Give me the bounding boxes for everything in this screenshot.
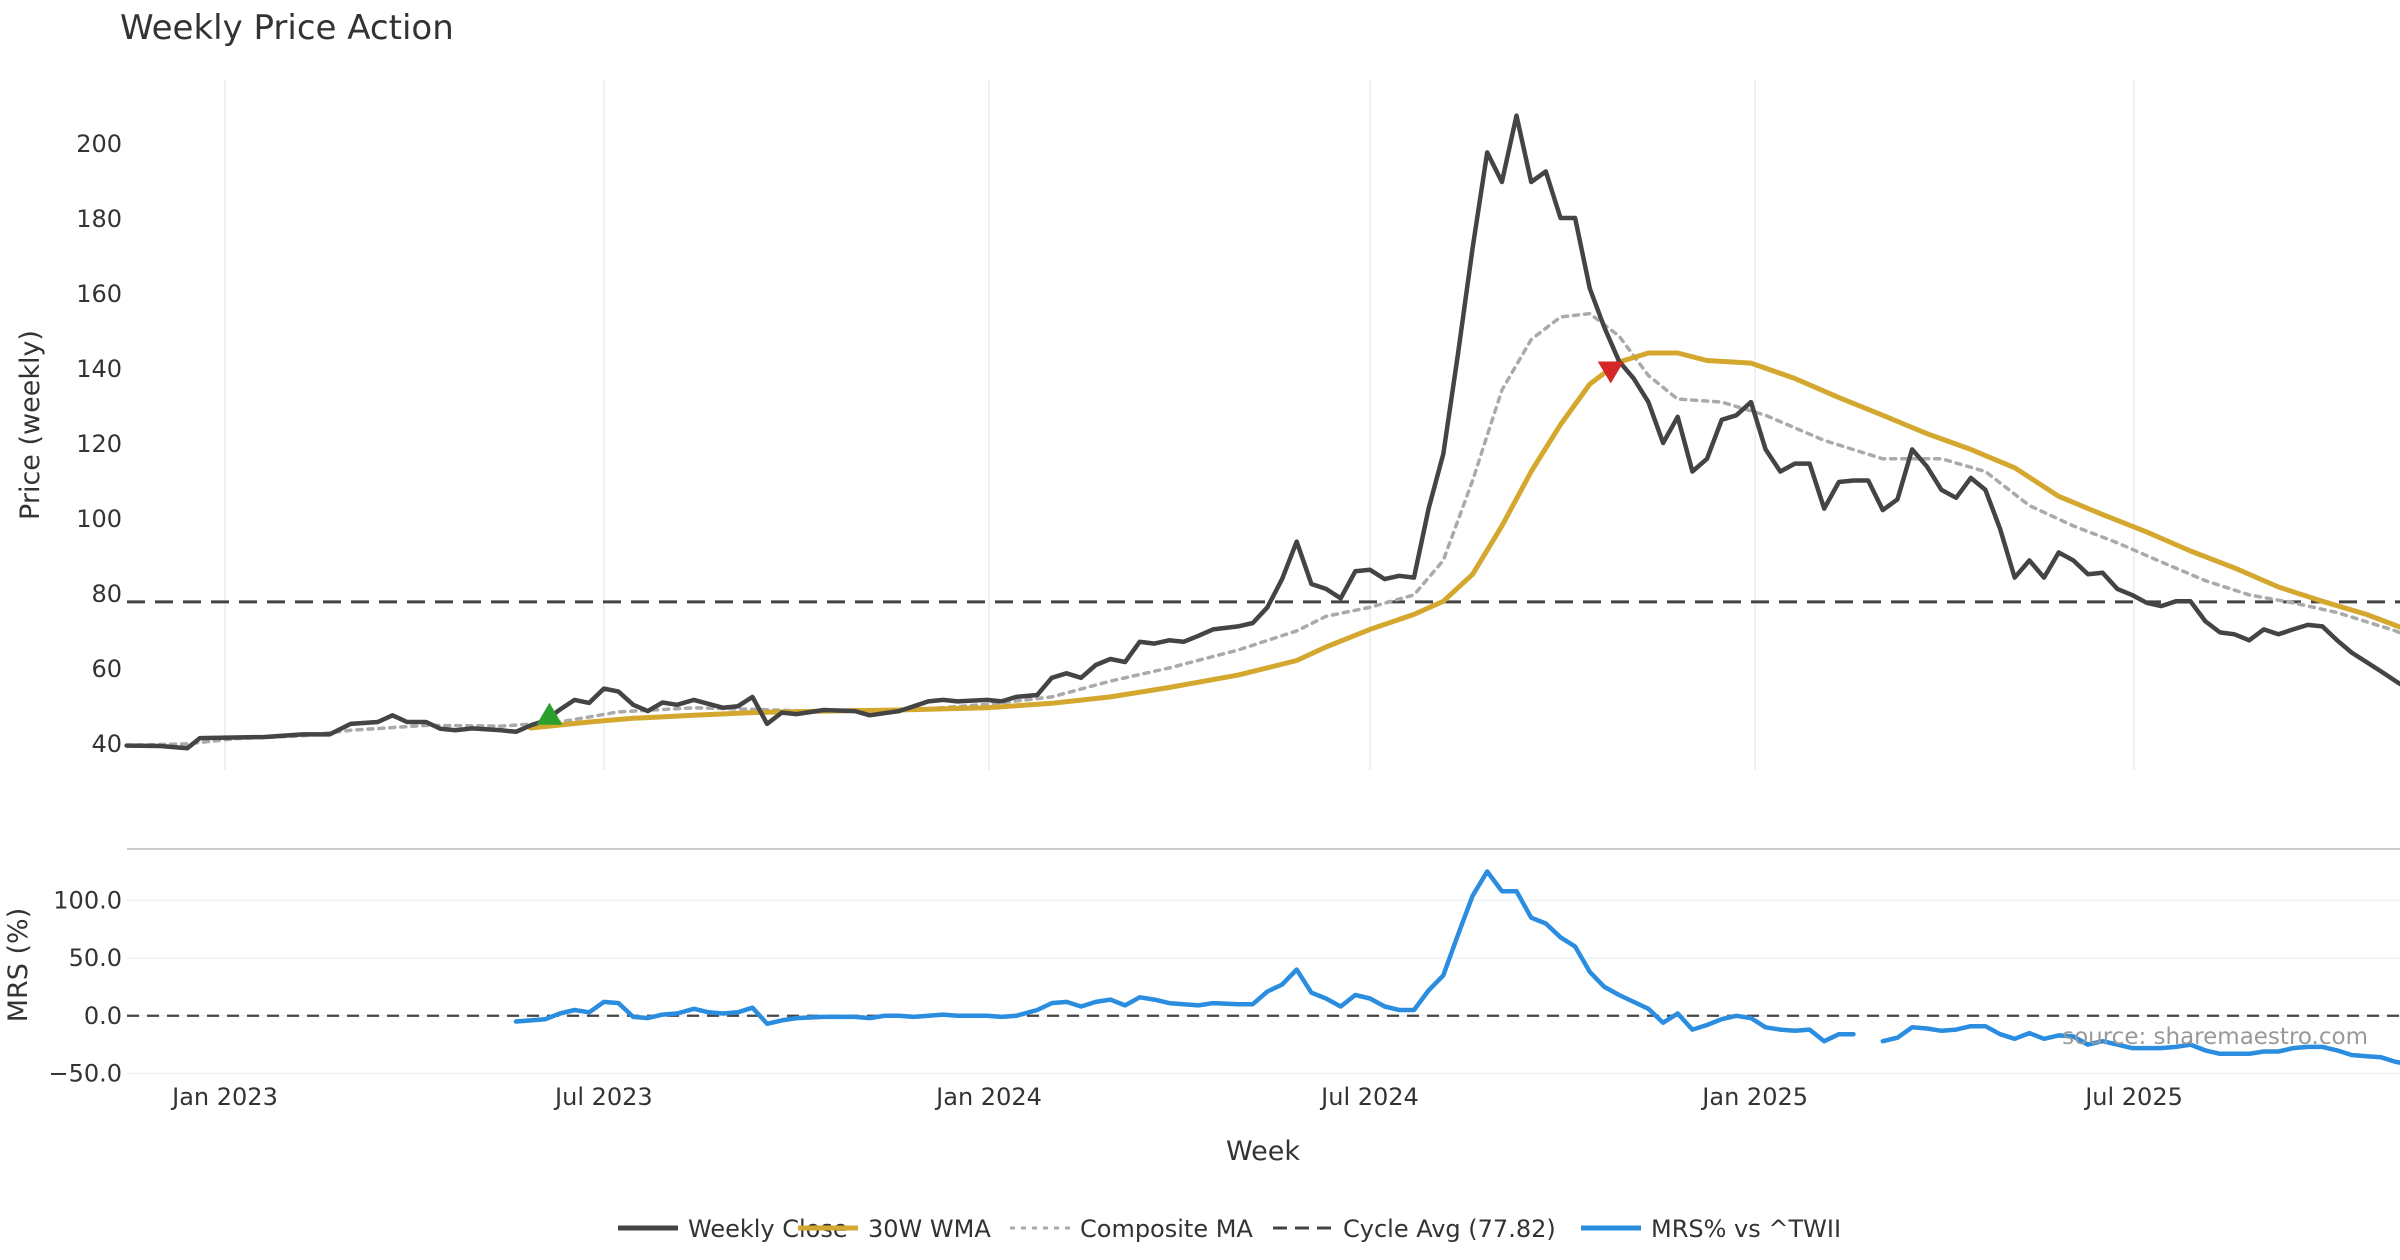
top-y-tick: 140 xyxy=(76,355,122,383)
x-tick: Jul 2024 xyxy=(1319,1083,1419,1111)
bottom-series xyxy=(513,869,2400,1065)
mrs-line-segment-1 xyxy=(1880,1023,2400,1065)
top-y-tick: 160 xyxy=(76,280,122,308)
x-tick: Jan 2024 xyxy=(934,1083,1042,1111)
top-y-ticks: 40 60 80 100 120 140 160 180 200 xyxy=(76,130,122,758)
legend-label: 30W WMA xyxy=(868,1215,991,1243)
bottom-y-ticks: −50.0 0.0 50.0 100.0 xyxy=(48,886,122,1087)
top-y-tick: 180 xyxy=(76,205,122,233)
top-y-tick: 40 xyxy=(91,730,122,758)
bottom-y-tick: −50.0 xyxy=(48,1059,122,1087)
x-tick: Jan 2025 xyxy=(1700,1083,1808,1111)
top-series xyxy=(124,113,2400,751)
composite-ma-line xyxy=(124,311,2400,748)
legend: Weekly Close 30W WMA Composite MA Cycle Avg… xyxy=(618,1215,1841,1243)
top-y-tick: 200 xyxy=(76,130,122,158)
top-grid xyxy=(224,80,2135,770)
x-tick: Jul 2025 xyxy=(2083,1083,2183,1111)
bottom-y-axis-label: MRS (%) xyxy=(3,908,34,1023)
top-y-tick: 60 xyxy=(91,655,122,683)
legend-label: MRS% vs ^TWII xyxy=(1651,1215,1841,1243)
bottom-y-tick: 0.0 xyxy=(84,1002,122,1030)
watermark: source: sharemaestro.com xyxy=(2062,1024,2368,1050)
x-axis-label: Week xyxy=(1226,1136,1300,1167)
top-y-tick: 120 xyxy=(76,430,122,458)
30w-wma-line xyxy=(528,350,2400,731)
top-y-tick: 100 xyxy=(76,505,122,533)
top-y-axis-label: Price (weekly) xyxy=(15,330,46,520)
chart-title: Weekly Price Action xyxy=(120,8,454,48)
bottom-y-tick: 50.0 xyxy=(69,944,122,972)
x-tick: Jul 2023 xyxy=(553,1083,653,1111)
bottom-y-tick: 100.0 xyxy=(53,886,122,914)
top-y-tick: 80 xyxy=(91,580,122,608)
legend-label: Cycle Avg (77.82) xyxy=(1343,1215,1556,1243)
sell-signal-marker xyxy=(1597,361,1624,384)
mrs-line-segment-0 xyxy=(513,869,1856,1044)
bottom-grid xyxy=(127,899,2400,1075)
x-tick: Jan 2023 xyxy=(170,1083,278,1111)
buy-signal-marker xyxy=(536,702,563,725)
x-ticks: Jan 2023 Jul 2023 Jan 2024 Jul 2024 Jan 2025… xyxy=(170,1083,2183,1111)
legend-label: Composite MA xyxy=(1080,1215,1253,1243)
weekly-close-line xyxy=(124,113,2400,751)
signal-markers xyxy=(536,361,1624,725)
